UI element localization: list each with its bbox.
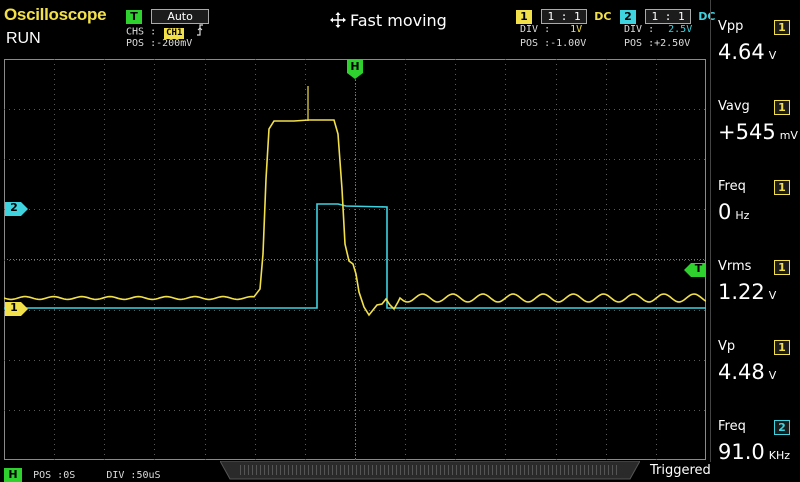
measurement-channel-badge: 1 bbox=[774, 260, 790, 275]
measurement-value: 91.0 KHz bbox=[718, 440, 790, 464]
measurement-unit: mV bbox=[779, 129, 798, 142]
timebase-pos-value: 0S bbox=[63, 470, 76, 481]
measurement-number: 4.64 bbox=[718, 40, 765, 64]
horizontal-marker-label: H bbox=[350, 60, 360, 73]
measurement-channel-badge: 1 bbox=[774, 180, 790, 195]
ch1-level-marker[interactable]: 1 bbox=[5, 301, 29, 320]
ch2-trace bbox=[4, 203, 706, 309]
measurement-item[interactable]: Freq 2 91.0 KHz bbox=[710, 400, 796, 476]
measurement-label: Vavg bbox=[718, 99, 750, 114]
measurement-channel-badge: 1 bbox=[774, 20, 790, 35]
ch2-level-marker[interactable]: 2 bbox=[5, 201, 29, 220]
measurement-number: 1.22 bbox=[718, 280, 765, 304]
ch2-probe[interactable]: 1 : 1 bbox=[645, 9, 692, 24]
measurement-value: 0 Hz bbox=[718, 200, 749, 224]
measurement-number: 4.48 bbox=[718, 360, 765, 384]
ch1-marker-label: 1 bbox=[10, 301, 18, 314]
measurement-item[interactable]: Vavg 1 +545 mV bbox=[710, 80, 798, 156]
measurement-number: +545 bbox=[718, 120, 776, 144]
measurement-value: +545 mV bbox=[718, 120, 798, 144]
mode-title-text: Fast moving bbox=[350, 11, 447, 30]
trigger-pos-row: POS :-200mV bbox=[126, 38, 192, 49]
timebase-pos-label: POS : bbox=[33, 470, 64, 481]
ch1-div-label: DIV : bbox=[520, 24, 551, 35]
measurement-item[interactable]: Vpp 1 4.64 V bbox=[710, 0, 796, 76]
memory-scrollbar[interactable] bbox=[220, 461, 640, 480]
ch1-pos-row: POS :-1.00V bbox=[520, 38, 586, 49]
ch2-marker-label: 2 bbox=[10, 201, 18, 214]
measurement-unit: V bbox=[768, 289, 777, 302]
trigger-source-badge[interactable]: CH1 bbox=[164, 27, 185, 39]
trigger-settings[interactable]: T Auto bbox=[126, 5, 210, 24]
measurement-channel-badge: 2 bbox=[774, 420, 790, 435]
trigger-marker-label: T bbox=[694, 262, 703, 275]
measurement-label: Vpp bbox=[718, 19, 744, 34]
trigger-level-marker[interactable]: T bbox=[684, 262, 706, 281]
mode-title: Fast moving bbox=[330, 11, 447, 32]
ch1-trace bbox=[4, 119, 706, 317]
ch1-probe[interactable]: 1 : 1 bbox=[541, 9, 588, 24]
ch2-badge: 2 bbox=[620, 10, 636, 24]
measurement-value: 4.48 V bbox=[718, 360, 776, 384]
trigger-badge: T bbox=[126, 10, 142, 24]
measurement-label: Freq bbox=[718, 179, 746, 194]
ch2-pos-label: POS : bbox=[624, 38, 655, 49]
panel-divider bbox=[710, 0, 711, 462]
timebase-badge: H bbox=[4, 468, 22, 482]
measurement-label: Vp bbox=[718, 339, 736, 354]
measurement-item[interactable]: Vrms 1 1.22 V bbox=[710, 240, 796, 316]
ch1-pos-value: -1.00V bbox=[550, 38, 587, 49]
measurement-unit: V bbox=[768, 49, 777, 62]
ch2-pos-row: POS :+2.50V bbox=[624, 38, 690, 49]
ch2-coupling[interactable]: DC bbox=[698, 10, 716, 23]
ch1-div-value: 1V bbox=[570, 24, 583, 35]
ch1-coupling[interactable]: DC bbox=[594, 10, 612, 23]
measurement-item[interactable]: Freq 1 0 Hz bbox=[710, 160, 796, 236]
ch1-settings[interactable]: 1 1 : 1 DC bbox=[516, 5, 611, 24]
measurement-channel-badge: 1 bbox=[774, 340, 790, 355]
waveform-display[interactable] bbox=[4, 59, 706, 460]
ch2-pos-value: +2.50V bbox=[654, 38, 691, 49]
trigger-chs-label: CHS : bbox=[126, 26, 157, 38]
run-state[interactable]: RUN bbox=[6, 30, 41, 47]
trigger-status: Triggered bbox=[650, 463, 711, 478]
ch1-div-row: DIV : 1V bbox=[520, 24, 582, 35]
measurement-unit: KHz bbox=[768, 449, 791, 462]
measurement-value: 4.64 V bbox=[718, 40, 776, 64]
ch2-div-label: DIV : bbox=[624, 24, 655, 35]
measurement-panel bbox=[708, 0, 800, 462]
trigger-pos-value: -200mV bbox=[156, 38, 193, 49]
ch1-pos-label: POS : bbox=[520, 38, 551, 49]
measurement-label: Vrms bbox=[718, 259, 752, 274]
measurement-item[interactable]: Vp 1 4.48 V bbox=[710, 320, 796, 396]
measurement-unit: V bbox=[768, 369, 777, 382]
timebase-settings[interactable]: H POS :0S DIV :50uS bbox=[4, 463, 161, 482]
move-icon bbox=[330, 12, 346, 32]
measurement-number: 0 bbox=[718, 200, 732, 224]
rising-edge-icon bbox=[196, 24, 204, 39]
measurement-label: Freq bbox=[718, 419, 746, 434]
app-title: Oscilloscope bbox=[4, 5, 107, 24]
measurement-value: 1.22 V bbox=[718, 280, 776, 304]
ch2-div-row: DIV : 2.5V bbox=[624, 24, 692, 35]
trigger-pos-label: POS : bbox=[126, 38, 157, 49]
measurement-channel-badge: 1 bbox=[774, 100, 790, 115]
trigger-source-row: CHS : CH1 bbox=[126, 24, 204, 39]
center-axes bbox=[4, 59, 706, 460]
timebase-div-label: DIV : bbox=[106, 470, 137, 481]
ch1-badge: 1 bbox=[516, 10, 532, 24]
measurement-unit: Hz bbox=[735, 209, 750, 222]
ch2-div-value: 2.5V bbox=[668, 24, 693, 35]
timebase-div-value: 50uS bbox=[136, 470, 161, 481]
ch2-settings[interactable]: 2 1 : 1 DC bbox=[620, 5, 715, 24]
horizontal-position-marker[interactable]: H bbox=[347, 59, 363, 83]
trigger-mode[interactable]: Auto bbox=[151, 9, 210, 24]
measurement-number: 91.0 bbox=[718, 440, 765, 464]
